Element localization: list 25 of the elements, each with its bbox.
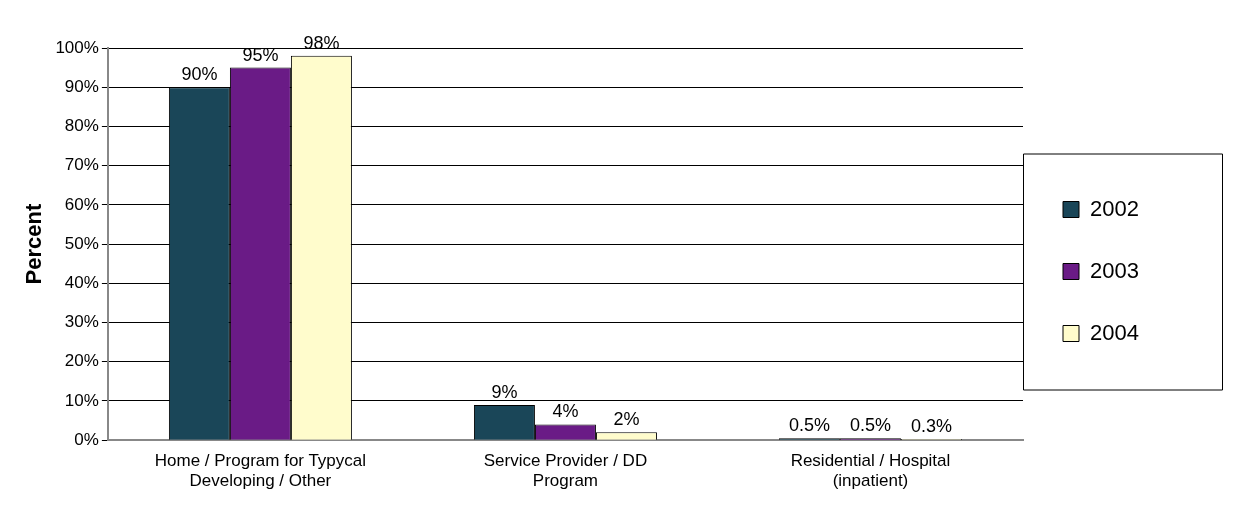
y-tick-label: 0% [74, 429, 99, 449]
y-axis-title: Percent [21, 203, 47, 285]
y-tick-label: 40% [64, 273, 99, 293]
y-tick-label: 50% [64, 233, 99, 253]
legend-label: 2002 [1090, 195, 1139, 221]
x-tick-label: Service Provider / DD Program [483, 451, 648, 491]
x-tick-label: Home / Program for Typycal Developing / Other [154, 451, 367, 491]
y-tick-label: 10% [64, 390, 99, 410]
y-tick-label: 60% [64, 194, 99, 214]
legend-label: 2004 [1090, 319, 1139, 345]
data-label: 0.3% [910, 415, 952, 436]
y-tick-label: 90% [64, 76, 99, 96]
data-label: 4% [552, 401, 579, 422]
data-label: 0.5% [849, 415, 891, 436]
data-label: 9% [491, 381, 518, 402]
legend-label: 2003 [1090, 257, 1139, 283]
y-tick-label: 30% [64, 312, 99, 332]
data-label: 90% [181, 64, 218, 85]
data-label: 0.5% [788, 415, 830, 436]
y-tick-label: 80% [64, 116, 99, 136]
y-tick-label: 100% [55, 37, 99, 57]
y-tick-label: 70% [64, 155, 99, 175]
x-tick-label: Residential / Hospital (inpatient) [790, 451, 951, 491]
data-label: 2% [613, 409, 640, 430]
y-tick-label: 20% [64, 351, 99, 371]
